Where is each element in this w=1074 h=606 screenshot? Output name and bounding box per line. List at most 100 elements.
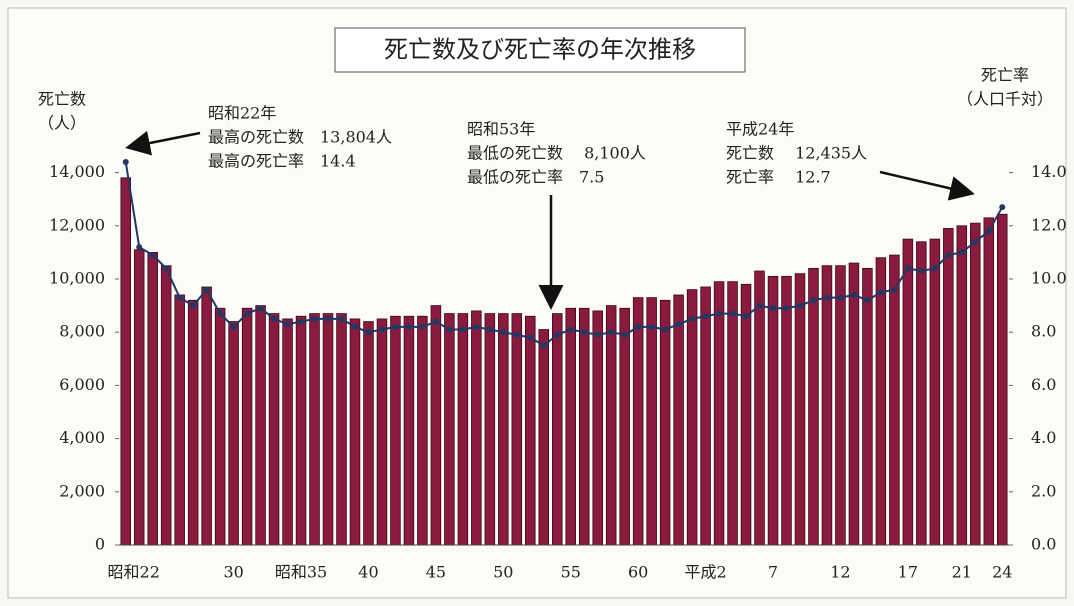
point — [931, 265, 938, 272]
bar — [848, 262, 860, 546]
point — [257, 305, 264, 312]
annotation: 最低の死亡率 7.5 — [467, 168, 604, 187]
bar — [444, 313, 455, 546]
point — [446, 326, 453, 333]
point — [904, 265, 911, 272]
annotation: 死亡数 12,435人 — [726, 144, 867, 163]
x-tick-label: 昭和22 — [108, 563, 160, 582]
y2-tick-label: 14.0 — [1031, 162, 1067, 181]
point — [877, 289, 884, 296]
y2-axis-label: （人口千対） — [957, 90, 1053, 109]
y-axis-label: 死亡数 — [38, 90, 86, 109]
annotation: 最高の死亡数 13,804人 — [208, 128, 392, 147]
point — [217, 310, 224, 317]
bar — [875, 257, 887, 546]
bar — [713, 281, 725, 546]
bar — [997, 213, 1008, 546]
point — [149, 252, 156, 259]
point — [972, 238, 979, 245]
point — [675, 321, 682, 328]
x-tick-label: 17 — [898, 563, 918, 582]
bar — [902, 238, 914, 546]
point — [621, 331, 628, 338]
bar — [471, 310, 482, 546]
arrow — [125, 130, 201, 156]
point — [527, 334, 534, 341]
x-tick-label: 40 — [358, 563, 378, 582]
annotation: 死亡率 12.7 — [726, 168, 831, 187]
bar — [538, 329, 550, 546]
point — [473, 323, 480, 330]
bar — [740, 283, 752, 546]
y2-tick-label: 6.0 — [1031, 375, 1056, 394]
bar — [160, 265, 172, 546]
point — [689, 315, 696, 322]
bar — [498, 313, 509, 546]
point — [271, 315, 278, 322]
bar — [282, 318, 293, 546]
point — [432, 318, 439, 325]
point — [891, 286, 898, 293]
bar — [889, 254, 900, 546]
x-tick-label: 12 — [830, 563, 850, 582]
annotation: 平成24年 — [726, 120, 794, 139]
point — [405, 323, 412, 330]
y-tick-label: 2,000 — [59, 481, 105, 500]
point — [581, 329, 588, 336]
point — [540, 342, 547, 349]
bar — [781, 275, 792, 546]
y2-tick-label: 4.0 — [1031, 428, 1056, 447]
bar — [174, 294, 185, 546]
bar — [241, 307, 253, 546]
y-tick-label: 8,000 — [59, 322, 105, 341]
x-tick-label: 平成2 — [684, 563, 726, 582]
x-tick-label: 50 — [493, 563, 513, 582]
point — [486, 326, 493, 333]
point — [770, 305, 777, 312]
point — [567, 326, 574, 333]
bar — [835, 265, 846, 546]
point — [837, 294, 844, 301]
point — [338, 315, 345, 322]
point — [810, 297, 817, 304]
x-tick-label: 7 — [768, 563, 778, 582]
y-tick-label: 14,000 — [49, 162, 105, 181]
point — [756, 302, 763, 309]
point — [298, 318, 305, 325]
bar — [821, 265, 833, 546]
point — [163, 265, 170, 272]
point — [284, 321, 291, 328]
bar — [403, 315, 415, 546]
point — [999, 204, 1006, 211]
point — [743, 313, 750, 320]
point — [230, 323, 237, 330]
point — [419, 323, 426, 330]
point — [729, 310, 736, 317]
point — [311, 315, 318, 322]
point — [662, 326, 669, 333]
bar — [457, 313, 469, 546]
bar — [417, 315, 428, 546]
y-axis-label: （人） — [38, 114, 86, 133]
point — [783, 305, 790, 312]
point — [958, 249, 965, 256]
bar — [727, 281, 738, 546]
point — [648, 323, 655, 330]
bar — [147, 251, 158, 546]
bar — [673, 294, 684, 546]
point — [136, 244, 143, 251]
annotation: 最低の死亡数 8,100人 — [467, 144, 646, 163]
bar — [511, 313, 523, 546]
x-tick-label: 60 — [628, 563, 648, 582]
arrow — [879, 170, 975, 201]
point — [365, 329, 372, 336]
annotation: 昭和22年 — [208, 104, 276, 123]
bar — [268, 313, 280, 546]
bar — [430, 305, 442, 546]
point — [594, 331, 601, 338]
bar — [646, 297, 657, 546]
bar — [187, 299, 199, 546]
bar — [214, 307, 226, 546]
x-tick-label: 24 — [992, 563, 1012, 582]
